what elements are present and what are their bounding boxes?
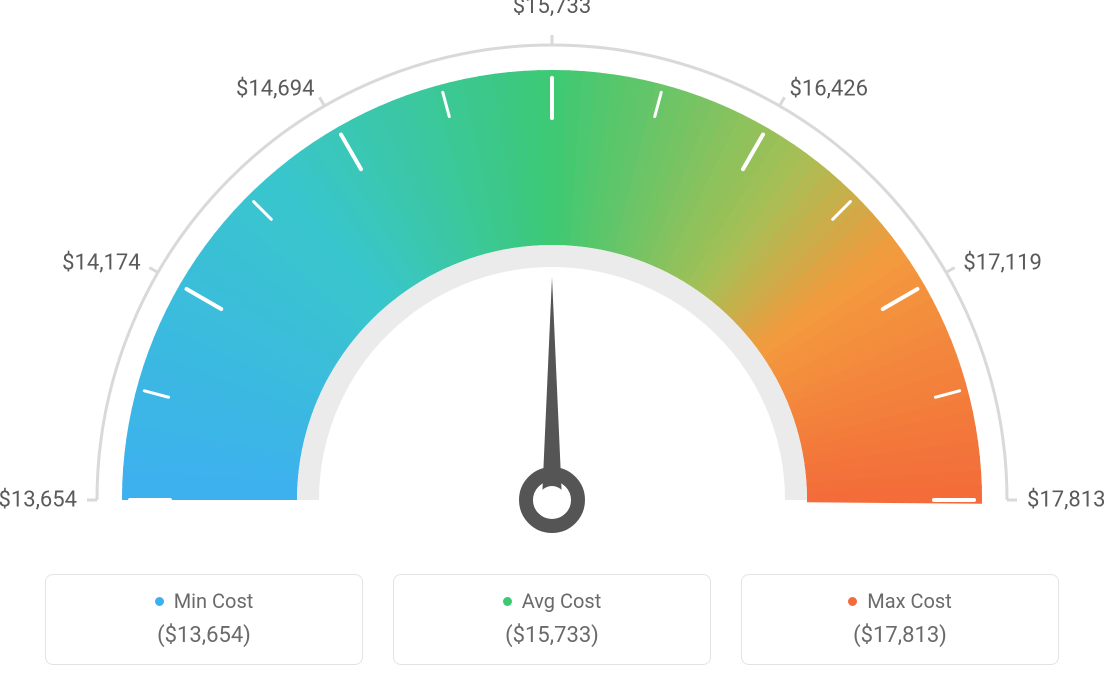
min-cost-label: Min Cost: [174, 589, 254, 613]
max-dot-icon: [848, 597, 857, 606]
gauge-tick-label: $15,733: [513, 0, 592, 19]
avg-cost-label: Avg Cost: [522, 589, 602, 613]
max-cost-value: ($17,813): [752, 623, 1048, 648]
min-cost-card: Min Cost ($13,654): [45, 574, 363, 665]
gauge-svg: [0, 0, 1104, 540]
gauge-tick-label: $17,813: [1027, 488, 1104, 513]
max-cost-label: Max Cost: [867, 589, 952, 613]
min-dot-icon: [155, 597, 164, 606]
avg-cost-card: Avg Cost ($15,733): [393, 574, 711, 665]
gauge-tick-label: $16,426: [790, 76, 869, 101]
avg-cost-value: ($15,733): [404, 623, 700, 648]
legend-row: Min Cost ($13,654) Avg Cost ($15,733) Ma…: [45, 574, 1059, 665]
gauge-tick-label: $14,174: [62, 250, 141, 275]
max-cost-card: Max Cost ($17,813): [741, 574, 1059, 665]
min-cost-title: Min Cost: [56, 589, 352, 613]
gauge-tick-label: $13,654: [0, 488, 77, 513]
avg-dot-icon: [503, 597, 512, 606]
gauge-area: $13,654 $14,174 $14,694 $15,733 $16,426 $17,1…: [0, 0, 1104, 540]
gauge-tick-label: $17,119: [963, 250, 1042, 275]
max-cost-title: Max Cost: [752, 589, 1048, 613]
min-cost-value: ($13,654): [56, 623, 352, 648]
gauge-tick-label: $14,694: [236, 76, 315, 101]
cost-gauge-chart: $13,654 $14,174 $14,694 $15,733 $16,426 $17,1…: [0, 0, 1104, 690]
avg-cost-title: Avg Cost: [404, 589, 700, 613]
